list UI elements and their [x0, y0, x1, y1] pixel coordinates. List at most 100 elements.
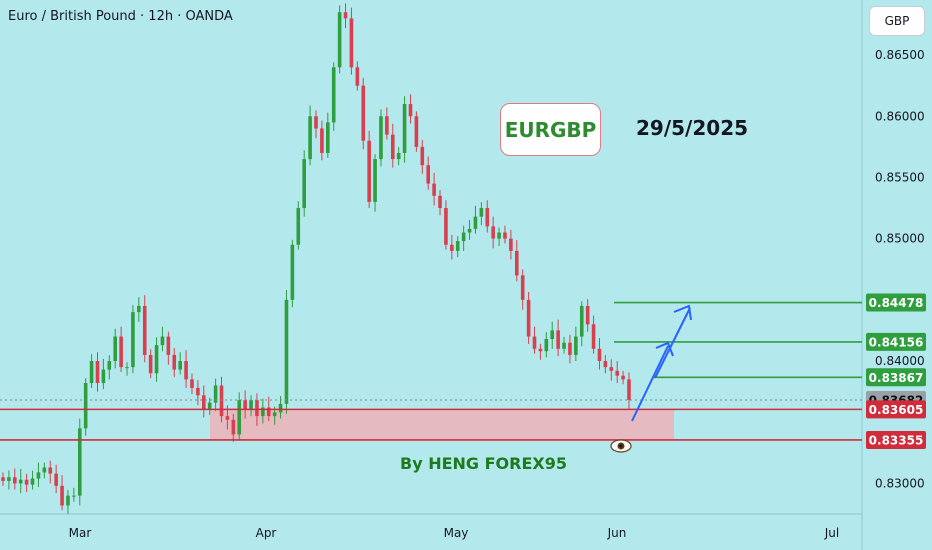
candle-body: [326, 122, 330, 153]
candle-body: [219, 385, 224, 417]
candle-body: [243, 400, 247, 410]
candle-body: [579, 305, 584, 337]
price-badge: [866, 293, 926, 312]
candle-body: [438, 195, 442, 209]
y-tick-label: 0.83000: [875, 476, 925, 490]
candle-body: [450, 244, 454, 251]
candle-body: [314, 116, 318, 129]
candle-body: [137, 305, 141, 313]
candle-body: [261, 407, 265, 417]
price-axis-ticks: 0.86500 0.86000 0.85500 0.85000 0.84000 0.830…: [875, 48, 925, 490]
arrow-leg-1: [631, 345, 669, 422]
price-badge: [866, 368, 926, 387]
candle-body: [396, 152, 401, 160]
price-badge-label: 0.84156: [869, 335, 924, 349]
price-badge-label: 0.84478: [869, 296, 924, 310]
y-tick-label: 0.85500: [875, 170, 925, 184]
price-badge-label: 0.83605: [869, 403, 924, 417]
y-tick-label: 0.86000: [875, 109, 925, 123]
candle-body: [473, 216, 478, 229]
candle-body: [77, 428, 82, 496]
y-tick-label: 0.84000: [875, 354, 925, 368]
candle-body: [538, 348, 543, 352]
candle-body: [13, 477, 17, 484]
candle-body: [444, 208, 448, 245]
candle-body: [272, 412, 277, 417]
candle-body: [414, 116, 419, 147]
candle-body: [467, 228, 472, 233]
support-zone: [210, 409, 674, 440]
x-tick-label: Jun: [607, 526, 627, 540]
candle-body: [148, 354, 153, 374]
candle-body: [302, 159, 306, 209]
candle-body: [201, 395, 206, 410]
candle-body: [615, 370, 619, 376]
candle-body: [266, 407, 271, 417]
arrow-head-2: [673, 304, 692, 321]
price-lines-group: [0, 301, 862, 441]
candle-body: [172, 354, 177, 370]
candle-body: [196, 387, 200, 396]
y-tick-label: 0.86500: [875, 48, 925, 62]
candle-body: [290, 244, 295, 300]
candle-body: [7, 477, 11, 481]
price-badge-label: 0.83355: [869, 433, 924, 447]
candle-body: [408, 104, 413, 117]
date-label: 29/5/2025: [636, 116, 749, 140]
candle-body: [355, 67, 360, 86]
candle-body: [119, 336, 123, 368]
candle-body: [603, 361, 608, 368]
chart-title: Euro / British Pound · 12h · OANDA: [8, 9, 233, 24]
candle-body: [154, 345, 159, 374]
candle-body: [89, 361, 94, 384]
candle-body: [509, 238, 513, 251]
candle-body: [66, 495, 70, 506]
candle-body: [621, 375, 625, 380]
candle-body: [48, 467, 53, 474]
candle-body: [343, 12, 348, 19]
arrow-leg-2: [654, 307, 691, 379]
candle-body: [101, 369, 106, 384]
candle-body: [178, 361, 182, 370]
candle-body: [225, 416, 230, 420]
candle-body: [402, 104, 407, 153]
price-badges-group: 0.844780.841560.838670.836820.836050.833…: [866, 293, 926, 449]
time-axis-ticks: Mar Apr May Jun Jul: [69, 526, 840, 540]
x-tick-label: Mar: [69, 526, 92, 540]
candle-body: [574, 336, 578, 355]
candle-body: [72, 495, 76, 497]
candle-body: [184, 361, 188, 380]
candle-body: [479, 208, 484, 217]
candle-body: [485, 208, 490, 227]
candle-body: [125, 367, 129, 369]
candle-body: [296, 208, 301, 245]
x-tick-label: Jul: [824, 526, 839, 540]
candle-body: [562, 342, 566, 349]
symbol-label: EURGBP: [500, 103, 601, 156]
candle-body: [544, 338, 549, 352]
candle-body: [166, 336, 171, 355]
eye-icon: [610, 439, 632, 453]
price-badge: [866, 430, 926, 449]
candle-body: [390, 134, 395, 160]
candle-body: [503, 232, 507, 239]
candle-body: [373, 159, 377, 202]
candle-body: [514, 250, 519, 276]
candle-body: [420, 146, 425, 166]
price-badge: [866, 332, 926, 351]
candle-body: [385, 116, 389, 135]
candle-body: [18, 479, 23, 484]
candle-body: [278, 403, 283, 413]
candle-body: [597, 348, 602, 362]
candle-body: [83, 383, 88, 429]
author-label: By HENG FOREX95: [400, 454, 567, 473]
currency-button[interactable]: GBP: [869, 6, 925, 36]
price-badge: [866, 400, 926, 419]
candle-body: [207, 402, 212, 410]
candle-body: [491, 226, 495, 239]
candle-body: [131, 312, 135, 368]
candle-body: [237, 400, 242, 435]
arrow-head-1: [655, 341, 674, 357]
candle-body: [526, 299, 531, 337]
